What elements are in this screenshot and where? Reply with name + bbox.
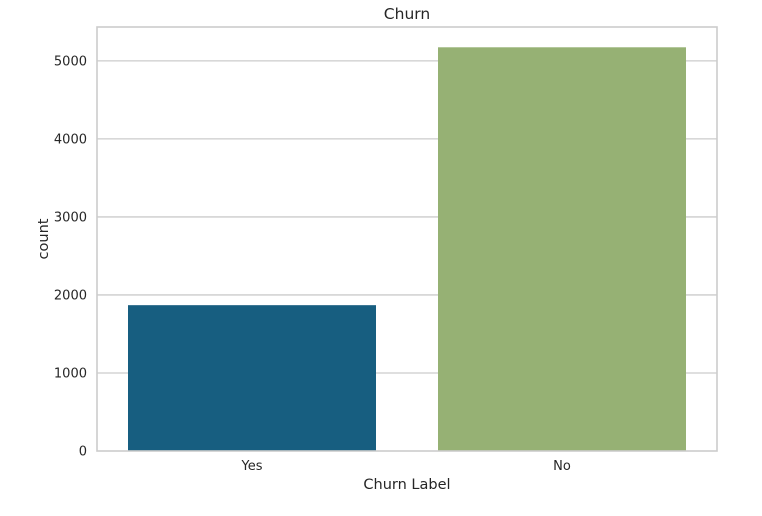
x-tick-labels: Yes No [241,459,571,474]
bars [128,47,686,452]
y-axis-label: count [36,218,52,259]
y-tick-label: 2000 [54,288,87,303]
bar-yes [128,305,376,451]
x-tick-label: Yes [241,459,263,474]
x-axis-label: Churn Label [363,477,450,493]
plot-frame [96,26,718,452]
bar-no [438,47,686,452]
y-tick-label: 0 [79,445,87,460]
y-tick-label: 5000 [54,54,87,69]
y-tick-labels: 0 1000 2000 3000 4000 5000 [54,54,87,459]
x-tick-label: No [553,459,571,474]
y-tick-label: 1000 [54,366,87,381]
y-tick-label: 3000 [54,210,87,225]
chart-title: Churn [384,5,430,23]
y-tick-label: 4000 [54,132,87,147]
